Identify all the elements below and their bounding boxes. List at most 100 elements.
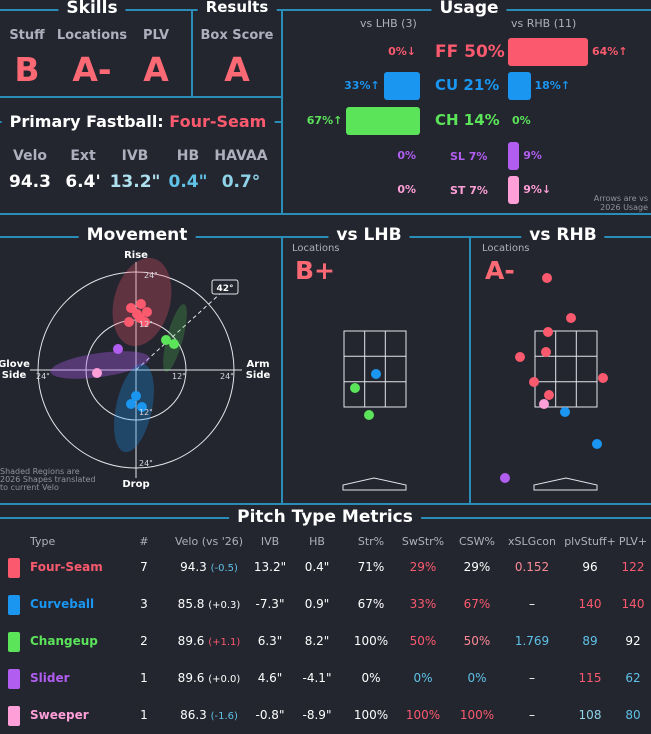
pitch-type-name: Slider — [30, 671, 70, 685]
home-plate — [342, 477, 407, 491]
velo-cell: 86.3 (-1.6) — [180, 708, 238, 722]
csw-pct: 0% — [467, 671, 487, 685]
vs-rhb-locations-label: Locations — [482, 243, 530, 254]
usage-rhb-pct: 9% — [523, 149, 542, 162]
slider-location — [500, 473, 510, 483]
plv-value: 92 — [625, 634, 641, 648]
changeup-region — [163, 304, 187, 372]
stuff-grade: B — [14, 50, 40, 89]
pitch-count: 3 — [140, 597, 148, 611]
usage-bar-lhb — [346, 107, 420, 135]
divider — [0, 503, 651, 505]
fourseam-point — [124, 317, 134, 327]
usage-pitch-label: CU 21% — [435, 76, 500, 94]
havaa-label: HAVAA — [214, 148, 268, 164]
metrics-col-header: Str% — [357, 535, 385, 548]
usage-note-line1: Arrows are vs — [593, 194, 648, 203]
vs-rhb-zone — [500, 273, 608, 491]
usage-bar-rhb — [508, 72, 531, 100]
velo-cell: 89.6 (+0.0) — [178, 671, 241, 685]
metrics-col-header: CSW% — [459, 535, 495, 548]
metrics-col-header: HB — [309, 535, 325, 548]
usage-title: Usage — [431, 0, 507, 18]
velo-diff: (+0.0) — [208, 674, 241, 685]
arm-angle-label: 42° — [216, 284, 233, 294]
velo-value: 89.6 — [177, 671, 209, 685]
usage-lhb-pct: 33%↑ — [344, 79, 380, 92]
divider — [191, 9, 193, 97]
hb-value: 0.9" — [304, 597, 330, 611]
stuff-label: Stuff — [9, 28, 45, 43]
divider — [0, 96, 282, 98]
fourseam-location — [529, 377, 539, 387]
results-title: Results — [197, 0, 277, 16]
fourseam-location — [515, 352, 525, 362]
csw-pct: 29% — [463, 560, 491, 574]
xslgcon-value: – — [529, 671, 535, 685]
hb-value: 8.2" — [304, 634, 330, 648]
divider — [0, 236, 651, 238]
fourseam-location — [566, 313, 576, 323]
plv-grade: A — [143, 50, 169, 89]
table-row: Slider 1 89.6 (+0.0) 4.6" -4.1" 0% 0% 0% – 115 62 — [0, 661, 651, 697]
velo-value: 85.8 — [177, 597, 209, 611]
fourseam-point — [142, 307, 152, 317]
usage-rhb-pct: 64%↑ — [592, 45, 628, 58]
fourseam-location — [543, 327, 553, 337]
table-row: Sweeper 1 86.3 (-1.6) -0.8" -8.9" 100% 100% 100… — [0, 698, 651, 734]
csw-pct: 67% — [463, 597, 491, 611]
divider — [0, 213, 651, 215]
vs-rhb-title: vs RHB — [521, 225, 605, 245]
metrics-col-header: xSLGcon — [508, 535, 556, 548]
velo-diff: (+1.1) — [208, 637, 241, 648]
table-row: Four-Seam 7 94.3 (-0.5) 13.2" 0.4" 71% 29% 29% 0… — [0, 550, 651, 586]
changeup-location — [350, 383, 360, 393]
movement-plot: Rise Drop Glove Side Arm Side 24" 12" 12" … — [0, 250, 271, 490]
velo-diff: (-0.5) — [210, 563, 238, 574]
usage-row: 67%↑ CH 14% 0% — [282, 107, 651, 135]
usage-bar-lhb — [383, 72, 420, 100]
pitch-type-name: Curveball — [30, 597, 95, 611]
ring-outer-label: 24" — [144, 271, 158, 280]
havaa-value: 0.7° — [221, 172, 261, 192]
ring-outer-label: 24" — [220, 372, 234, 381]
ivb-value: -7.3" — [255, 597, 285, 611]
vs-lhb-locations-label: Locations — [292, 243, 340, 254]
curveball-location — [371, 369, 381, 379]
pitch-color-swatch — [8, 558, 20, 578]
usage-rhb-pct: 0% — [512, 114, 531, 127]
pitch-color-swatch — [8, 632, 20, 652]
divider — [281, 236, 283, 504]
side-label-line: Side — [2, 370, 27, 381]
metrics-col-header: Type — [30, 535, 56, 548]
velo-value: 94.3 — [180, 560, 211, 574]
usage-pitch-label: FF 50% — [435, 42, 505, 62]
strike-pct: 71% — [357, 560, 385, 574]
velo-cell: 89.6 (+1.1) — [178, 634, 241, 648]
table-row: Changeup 2 89.6 (+1.1) 6.3" 8.2" 100% 50% 50% 1.… — [0, 624, 651, 660]
plvstuff-value: 108 — [578, 708, 602, 722]
xslgcon-value: 0.152 — [514, 560, 550, 574]
pitch-color-swatch — [8, 669, 20, 689]
plv-value: 122 — [621, 560, 645, 574]
xslgcon-value: 1.769 — [514, 634, 550, 648]
usage-pitch-label: ST 7% — [450, 184, 488, 197]
arm-side-label: Arm Side — [246, 359, 271, 381]
vs-lhb-usage-header: vs LHB (3) — [360, 17, 417, 30]
plv-value: 62 — [625, 671, 641, 685]
csw-pct: 100% — [459, 708, 495, 722]
hb-value: -4.1" — [302, 671, 332, 685]
ring-inner-label: 12" — [139, 408, 153, 417]
fourseam-point — [136, 299, 146, 309]
velo-cell: 94.3 (-0.5) — [180, 560, 238, 574]
slider-region — [50, 351, 150, 379]
fourseam-location — [598, 373, 608, 383]
hb-label: HB — [176, 148, 200, 164]
usage-row: 33%↑ CU 21% 18%↑ — [282, 72, 651, 100]
ext-value: 6.4' — [65, 172, 101, 192]
xslgcon-value: – — [529, 708, 535, 722]
curveball-point — [137, 402, 147, 412]
velo-cell: 85.8 (+0.3) — [178, 597, 241, 611]
csw-pct: 50% — [463, 634, 491, 648]
swstr-pct: 50% — [409, 634, 437, 648]
